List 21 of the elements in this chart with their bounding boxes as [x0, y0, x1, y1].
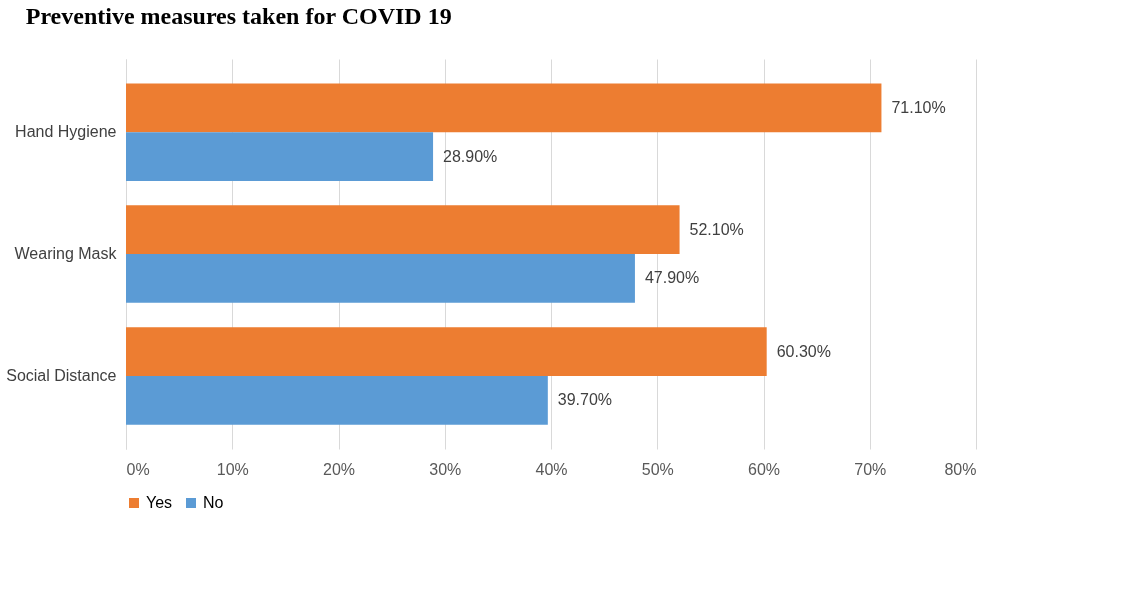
x-tick-label: 60%	[747, 460, 781, 478]
y-tick-label: Social Distance	[6, 366, 117, 384]
x-tick-label: 80%	[944, 460, 977, 478]
x-tick-label: 20%	[322, 460, 356, 478]
x-tick-label: 30%	[429, 460, 462, 478]
y-tick-label: Hand Hygiene	[15, 123, 117, 141]
data-label: 39.70%	[557, 391, 613, 409]
legend-label: Yes	[146, 494, 173, 511]
x-tick-label: 0%	[126, 460, 150, 478]
x-tick-label: 40%	[535, 460, 568, 478]
x-tick-label: 10%	[216, 460, 249, 478]
x-tick-label: 50%	[641, 460, 674, 478]
y-tick-label: Wearing Mask	[14, 245, 118, 262]
legend-label: No	[203, 494, 224, 511]
data-label: 71.10%	[891, 98, 946, 116]
data-label: 47.90%	[644, 269, 700, 287]
chart-title: Preventive measures taken for COVID 19	[25, 3, 452, 29]
data-label: 60.30%	[776, 342, 831, 360]
data-label: 52.10%	[689, 220, 744, 238]
data-label: 28.90%	[443, 147, 498, 165]
x-tick-label: 70%	[854, 460, 887, 478]
